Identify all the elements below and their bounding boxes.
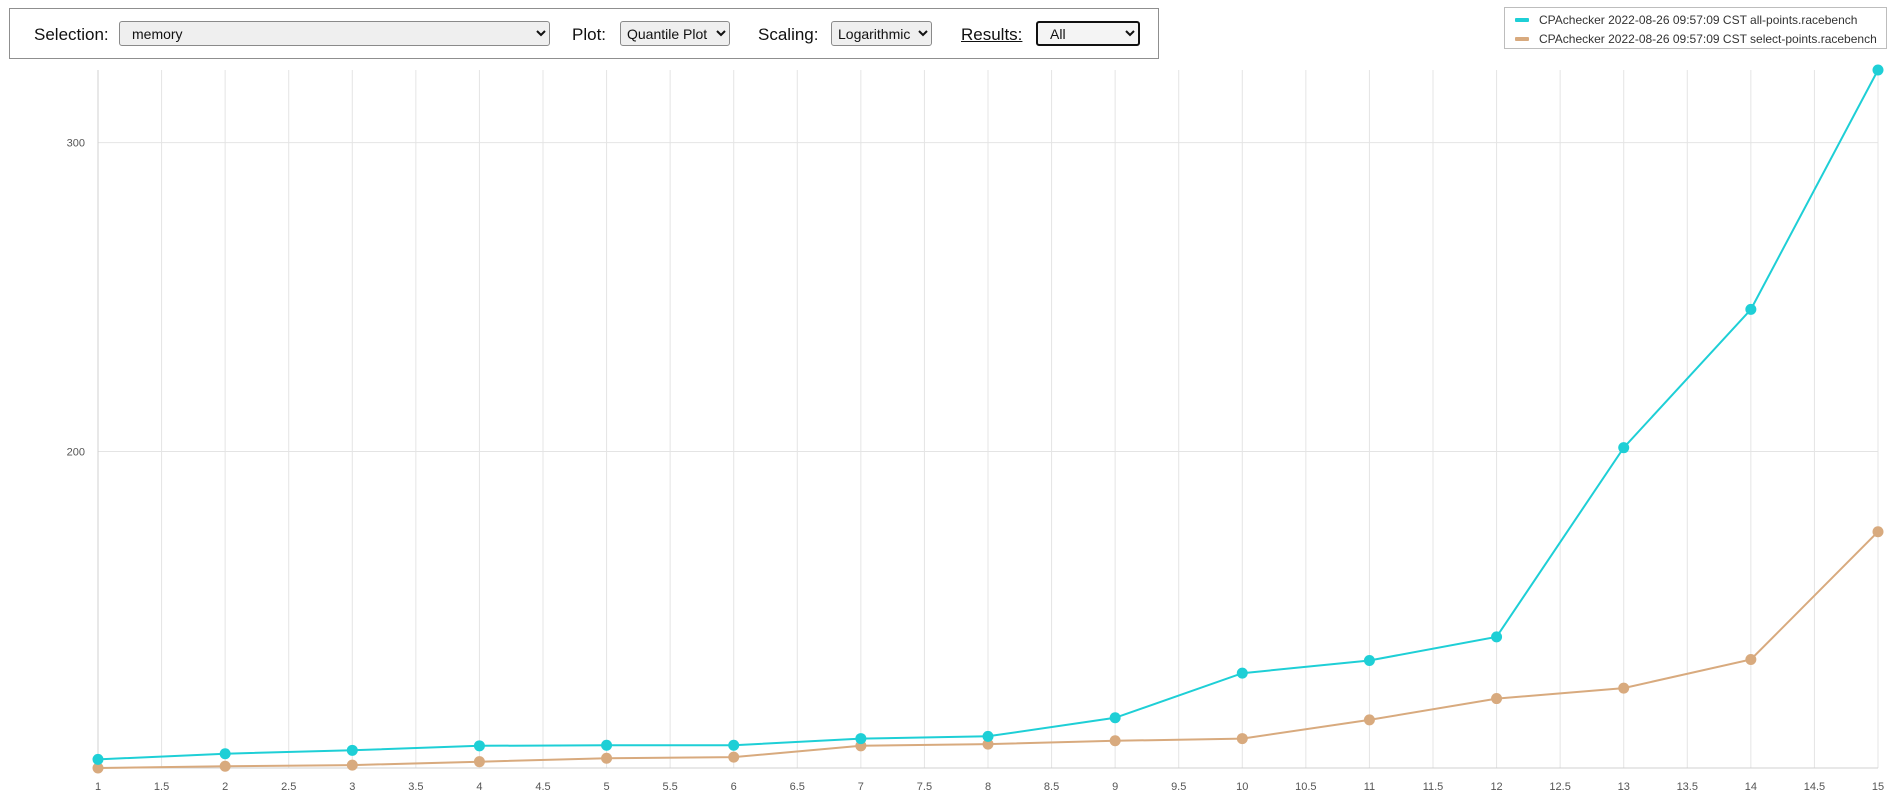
legend-swatch-select-points — [1515, 36, 1529, 41]
x-tick-label: 1.5 — [154, 781, 169, 793]
data-point-all-points[interactable] — [346, 744, 358, 756]
x-tick-label: 6.5 — [790, 781, 805, 793]
selection-label: Selection: — [34, 25, 109, 44]
data-point-select-points[interactable] — [346, 759, 358, 771]
x-tick-label: 9 — [1112, 781, 1118, 793]
data-point-all-points[interactable] — [728, 739, 740, 751]
legend-item-select-points[interactable]: CPAchecker 2022-08-26 09:57:09 CST selec… — [1515, 32, 1877, 46]
data-point-all-points[interactable] — [982, 730, 994, 742]
plot-label: Plot: — [572, 25, 607, 44]
data-point-all-points[interactable] — [1872, 64, 1884, 76]
x-tick-label: 14.5 — [1804, 781, 1825, 793]
data-point-all-points[interactable] — [473, 740, 485, 752]
x-tick-label: 14 — [1745, 781, 1757, 793]
x-tick-label: 7.5 — [917, 781, 932, 793]
x-tick-label: 8.5 — [1044, 781, 1059, 793]
x-tick-label: 10.5 — [1295, 781, 1316, 793]
selection-select[interactable]: memory — [119, 21, 550, 46]
data-point-select-points[interactable] — [1236, 733, 1248, 745]
results-label: Results: — [961, 25, 1023, 44]
scaling-label: Scaling: — [758, 25, 819, 44]
data-point-all-points[interactable] — [1236, 667, 1248, 679]
data-point-all-points[interactable] — [1618, 442, 1630, 454]
chart-legend: CPAchecker 2022-08-26 09:57:09 CST all-p… — [1504, 7, 1887, 49]
y-tick-label: 300 — [67, 138, 85, 150]
x-tick-label: 13.5 — [1677, 781, 1698, 793]
y-tick-label: 200 — [67, 446, 85, 458]
data-point-all-points[interactable] — [219, 748, 231, 760]
data-point-all-points[interactable] — [855, 733, 867, 745]
data-point-all-points[interactable] — [1109, 712, 1121, 724]
x-tick-label: 4 — [476, 781, 482, 793]
data-point-select-points[interactable] — [92, 762, 104, 774]
x-tick-label: 2 — [222, 781, 228, 793]
data-point-select-points[interactable] — [601, 752, 613, 764]
data-point-all-points[interactable] — [1745, 303, 1757, 315]
x-tick-label: 2.5 — [281, 781, 296, 793]
x-tick-label: 10 — [1236, 781, 1248, 793]
data-point-select-points[interactable] — [982, 738, 994, 750]
data-point-select-points[interactable] — [1745, 654, 1757, 666]
data-point-select-points[interactable] — [1872, 526, 1884, 538]
data-point-all-points[interactable] — [601, 739, 613, 751]
x-tick-label: 6 — [731, 781, 737, 793]
x-tick-label: 12 — [1490, 781, 1502, 793]
data-point-select-points[interactable] — [1109, 735, 1121, 747]
x-tick-label: 7 — [858, 781, 864, 793]
data-point-select-points[interactable] — [219, 760, 231, 772]
x-tick-label: 12.5 — [1549, 781, 1570, 793]
x-tick-label: 8 — [985, 781, 991, 793]
x-tick-label: 3 — [349, 781, 355, 793]
results-select[interactable]: All — [1036, 21, 1140, 46]
x-tick-label: 5 — [604, 781, 610, 793]
data-point-select-points[interactable] — [1363, 714, 1375, 726]
data-point-select-points[interactable] — [473, 756, 485, 768]
x-tick-label: 1 — [95, 781, 101, 793]
x-tick-label: 9.5 — [1171, 781, 1186, 793]
data-point-select-points[interactable] — [728, 751, 740, 763]
data-point-all-points[interactable] — [92, 753, 104, 765]
legend-swatch-all-points — [1515, 17, 1529, 22]
legend-label-select-points: CPAchecker 2022-08-26 09:57:09 CST selec… — [1539, 32, 1877, 46]
x-tick-label: 3.5 — [408, 781, 423, 793]
x-tick-label: 11 — [1364, 781, 1375, 793]
x-tick-label: 11.5 — [1423, 781, 1444, 793]
plot-select[interactable]: Quantile Plot — [620, 21, 730, 46]
controls-panel: Selection: memory Plot: Quantile Plot Sc… — [9, 8, 1159, 59]
x-tick-label: 5.5 — [662, 781, 677, 793]
legend-label-all-points: CPAchecker 2022-08-26 09:57:09 CST all-p… — [1539, 13, 1858, 27]
data-point-all-points[interactable] — [1363, 655, 1375, 667]
data-point-select-points[interactable] — [1491, 693, 1503, 705]
data-point-all-points[interactable] — [1491, 631, 1503, 643]
data-point-select-points[interactable] — [1618, 682, 1630, 694]
x-tick-label: 4.5 — [535, 781, 550, 793]
scaling-select[interactable]: Logarithmic — [831, 21, 932, 46]
x-tick-label: 13 — [1618, 781, 1630, 793]
x-tick-label: 15 — [1872, 781, 1884, 793]
legend-item-all-points[interactable]: CPAchecker 2022-08-26 09:57:09 CST all-p… — [1515, 13, 1857, 27]
